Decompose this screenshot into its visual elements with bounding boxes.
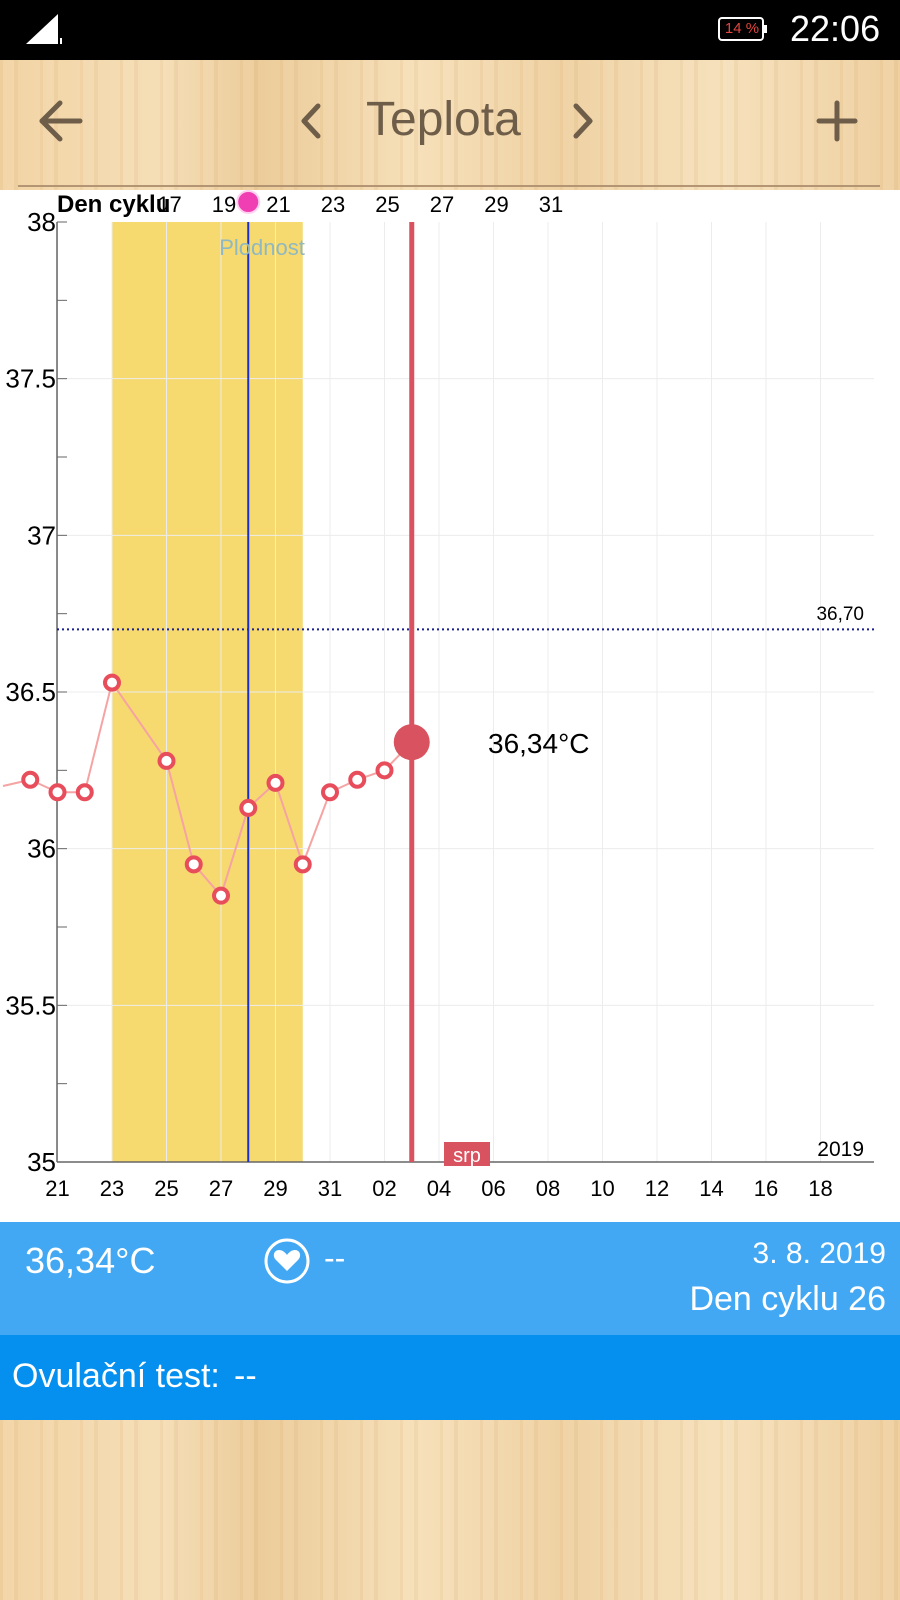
series-line-segment: [301, 791, 331, 865]
coverline-label: 36,70: [816, 604, 864, 625]
back-arrow-icon[interactable]: [38, 98, 84, 144]
x-tick-label: 21: [45, 1176, 69, 1201]
cycle-day-tick-label: 27: [430, 192, 454, 217]
y-tick-label: 37: [27, 520, 56, 550]
data-point[interactable]: [375, 761, 394, 780]
current-temperature-label: 36,34°C: [488, 728, 590, 759]
y-tick-label: 35.5: [5, 990, 56, 1020]
x-tick-label: 29: [263, 1176, 287, 1201]
data-point[interactable]: [266, 773, 285, 792]
fertile-window-label: Plodnost: [219, 235, 305, 260]
series-line-segment: [220, 807, 250, 896]
x-tick-label: 12: [645, 1176, 669, 1201]
data-point[interactable]: [293, 855, 312, 874]
cycle-day-tick-label: 19: [212, 192, 236, 217]
temperature-chart[interactable]: 35 35.5 36 36.5 37 37.5 38 21 23 25 27 29 31 02 04 06 0…: [0, 190, 900, 1222]
x-tick-label: 14: [699, 1176, 723, 1201]
cycle-day-tick-label: 31: [539, 192, 563, 217]
x-tick-label: 10: [590, 1176, 614, 1201]
data-point[interactable]: [21, 770, 40, 789]
toolbar-divider: [18, 185, 880, 187]
chart-annotations: Den cyklu Plodnost 2019 36,70 36,34°C sr…: [57, 191, 864, 1167]
ovulation-test-label: Ovulační test:: [12, 1357, 220, 1395]
ovulation-marker: [236, 190, 261, 214]
chevron-left-icon[interactable]: [298, 102, 324, 140]
x-tick-label: 18: [808, 1176, 832, 1201]
x-tick-label: 06: [481, 1176, 505, 1201]
cycle-day-value: Den cyklu 26: [689, 1280, 886, 1318]
x-tick-label: 31: [318, 1176, 342, 1201]
cycle-day-axis-label: Den cyklu: [57, 191, 170, 218]
y-tick-label: 38: [27, 207, 56, 237]
date-value: 3. 8. 2019: [752, 1237, 886, 1270]
series-line-segment: [165, 760, 195, 865]
status-bar: 14 % 22:06: [0, 0, 900, 60]
data-point[interactable]: [348, 770, 367, 789]
clock: 22:06: [790, 8, 881, 49]
y-tick-label: 36: [27, 834, 56, 864]
y-tick-label: 37.5: [5, 364, 56, 394]
pulse-value: --: [324, 1240, 346, 1276]
temperature-value: 36,34°C: [25, 1240, 156, 1281]
temperature-series: [2, 673, 430, 905]
ovulation-test-row[interactable]: Ovulační test: --: [0, 1335, 900, 1420]
data-point[interactable]: [239, 798, 258, 817]
chevron-right-icon[interactable]: [570, 102, 596, 140]
series-line-segment: [111, 682, 168, 762]
month-label: srp: [453, 1145, 481, 1167]
month-badge: [444, 1142, 490, 1166]
plus-icon[interactable]: [816, 100, 858, 142]
data-point[interactable]: [48, 783, 67, 802]
reference-lines: [57, 190, 874, 1162]
year-label: 2019: [817, 1138, 864, 1161]
x-tick-label: 04: [427, 1176, 451, 1201]
y-tick-labels: 35 35.5 36 36.5 37 37.5 38: [5, 207, 56, 1177]
data-point[interactable]: [212, 886, 230, 905]
data-point[interactable]: [103, 673, 121, 692]
data-point[interactable]: [157, 751, 176, 770]
x-tick-label: 23: [100, 1176, 124, 1201]
y-tick-label: 35: [27, 1147, 56, 1177]
x-tick-label: 16: [754, 1176, 778, 1201]
cycle-day-tick-label: 25: [375, 192, 399, 217]
cycle-day-tick-label: 17: [157, 192, 181, 217]
selected-day-info[interactable]: 36,34°C -- 3. 8. 2019 Den cyklu 26: [0, 1222, 900, 1335]
bottom-background: [0, 1420, 900, 1600]
ovulation-test-value: --: [234, 1357, 257, 1395]
signal-icon: [26, 14, 62, 44]
chart-canvas[interactable]: 35 35.5 36 36.5 37 37.5 38 21 23 25 27 29 31 02 04 06 0…: [0, 190, 900, 1222]
current-data-point[interactable]: [393, 724, 430, 761]
data-point[interactable]: [321, 783, 339, 802]
battery-icon: [718, 17, 767, 41]
cycle-day-tick-label: 29: [484, 192, 508, 217]
x-tick-label: 02: [372, 1176, 396, 1201]
series-line-segment: [274, 782, 304, 865]
series-line-segment: [83, 682, 113, 793]
page-title: Teplota: [366, 93, 521, 146]
heart-icon[interactable]: [263, 1237, 311, 1285]
x-tick-label: 08: [536, 1176, 560, 1201]
top-app-bar: [0, 60, 900, 190]
x-tick-labels: 21 23 25 27 29 31 02 04 06 08 10 12 14 16 18: [45, 1176, 832, 1201]
cycle-day-tick-label: 21: [266, 192, 290, 217]
battery-level: 14 %: [724, 20, 760, 37]
x-tick-label: 27: [209, 1176, 233, 1201]
y-tick-label: 36.5: [5, 677, 56, 707]
cycle-day-tick-labels: 17 19 21 23 25 27 29 31: [157, 192, 563, 217]
x-tick-label: 25: [154, 1176, 178, 1201]
data-point[interactable]: [75, 783, 94, 802]
data-point[interactable]: [184, 855, 203, 874]
cycle-day-tick-label: 23: [321, 192, 345, 217]
